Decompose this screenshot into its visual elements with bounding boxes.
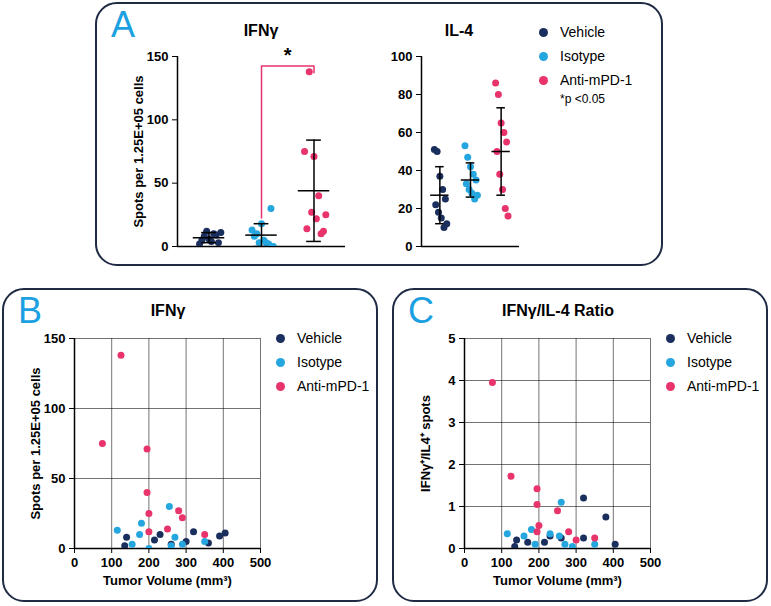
html-text:C: C [408, 290, 434, 331]
html-text:Vehicle: Vehicle [297, 330, 343, 346]
svg-text:3: 3 [448, 415, 455, 430]
html-text:Vehicle: Vehicle [687, 330, 733, 346]
html-text:IFNγ: IFNγ [150, 302, 186, 319]
html-text:Vehicle: Vehicle [560, 24, 606, 40]
html-text:Isotype: Isotype [687, 354, 733, 370]
svg-text:IFNγ⁺/IL4⁺ spots: IFNγ⁺/IL4⁺ spots [418, 395, 433, 492]
svg-text:500: 500 [250, 555, 272, 570]
svg-text:200: 200 [528, 555, 550, 570]
html-text:*p <0.05: *p <0.05 [560, 92, 605, 106]
svg-text:40: 40 [398, 163, 412, 178]
svg-text:60: 60 [398, 125, 412, 140]
svg-text:Spots per 1.25E+05 cells: Spots per 1.25E+05 cells [28, 367, 43, 519]
svg-text:*: * [284, 44, 292, 66]
svg-text:2: 2 [448, 457, 455, 472]
svg-text:1: 1 [448, 499, 455, 514]
svg-text:100: 100 [101, 555, 123, 570]
html-text:Isotype: Isotype [560, 48, 606, 64]
svg-text:500: 500 [640, 555, 662, 570]
html-text:Isotype: Isotype [297, 354, 343, 370]
svg-text:400: 400 [212, 555, 234, 570]
svg-text:0: 0 [405, 239, 412, 254]
svg-text:300: 300 [565, 555, 587, 570]
html-text:Anti-mPD-1: Anti-mPD-1 [297, 378, 370, 394]
svg-text:Tumor Volume (mm³): Tumor Volume (mm³) [103, 573, 232, 588]
svg-text:50: 50 [51, 471, 65, 486]
svg-text:150: 150 [44, 331, 66, 346]
svg-text:150: 150 [147, 49, 169, 64]
html-text:A: A [111, 4, 135, 45]
svg-text:300: 300 [175, 555, 197, 570]
html-text:Anti-mPD-1: Anti-mPD-1 [687, 378, 760, 394]
svg-text:100: 100 [147, 112, 169, 127]
svg-text:400: 400 [602, 555, 624, 570]
html-text:IFNγ/IL-4 Ratio: IFNγ/IL-4 Ratio [502, 302, 614, 319]
svg-text:Spots per 1.25E+05 cells: Spots per 1.25E+05 cells [131, 75, 146, 227]
svg-text:100: 100 [391, 49, 413, 64]
svg-text:0: 0 [58, 541, 65, 556]
svg-text:200: 200 [138, 555, 160, 570]
svg-text:0: 0 [461, 555, 468, 570]
html-text:Anti-mPD-1: Anti-mPD-1 [560, 72, 633, 88]
html-text:IFNγ: IFNγ [243, 22, 279, 39]
svg-text:100: 100 [491, 555, 513, 570]
svg-text:4: 4 [448, 373, 456, 388]
html-text:B: B [18, 290, 42, 331]
svg-text:100: 100 [44, 401, 66, 416]
svg-text:0: 0 [71, 555, 78, 570]
svg-text:5: 5 [448, 331, 455, 346]
svg-text:20: 20 [398, 201, 412, 216]
svg-text:80: 80 [398, 87, 412, 102]
svg-text:0: 0 [161, 239, 168, 254]
svg-text:Tumor Volume (mm³): Tumor Volume (mm³) [493, 573, 622, 588]
svg-text:50: 50 [154, 175, 168, 190]
svg-text:0: 0 [448, 541, 455, 556]
html-text:IL-4: IL-4 [444, 22, 474, 39]
